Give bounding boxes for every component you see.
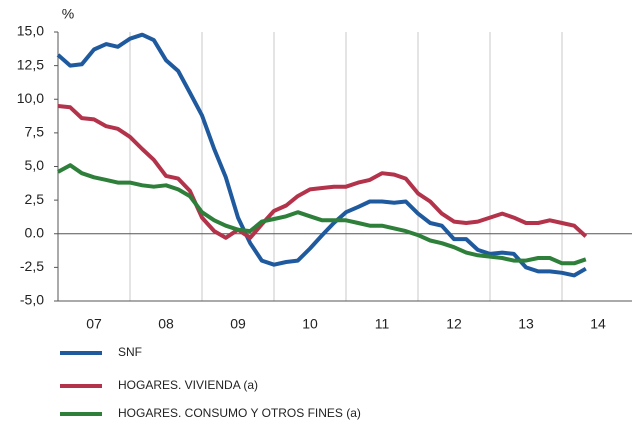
legend-label: SNF (118, 345, 142, 359)
y-tick-label: 2,5 (25, 191, 45, 207)
x-tick-label: 07 (86, 316, 102, 332)
x-tick-label: 14 (590, 316, 606, 332)
y-tick-label: 5,0 (25, 157, 45, 173)
series-line (57, 104, 588, 240)
y-tick-label: -5,0 (20, 292, 44, 308)
y-tick-label: 12,5 (17, 56, 44, 72)
x-tick-label: 10 (302, 316, 318, 332)
x-tick-label: 09 (230, 316, 246, 332)
y-tick-label: -2,5 (20, 258, 44, 274)
y-tick-label: 0.0 (25, 224, 45, 240)
y-tick-label: 10,0 (17, 90, 44, 106)
x-tick-label: 11 (375, 316, 390, 332)
x-tick-label: 12 (446, 316, 462, 332)
legend-label: HOGARES. CONSUMO Y OTROS FINES (a) (118, 406, 361, 420)
y-tick-label: 15,0 (17, 23, 44, 39)
unit-label: % (62, 6, 74, 22)
x-tick-label: 08 (158, 316, 174, 332)
x-tick-label: 13 (518, 316, 534, 332)
y-tick-label: 7,5 (25, 124, 45, 140)
legend-label: HOGARES. VIVIENDA (a) (118, 378, 258, 392)
series-line (56, 32, 587, 278)
series-line (57, 163, 587, 266)
